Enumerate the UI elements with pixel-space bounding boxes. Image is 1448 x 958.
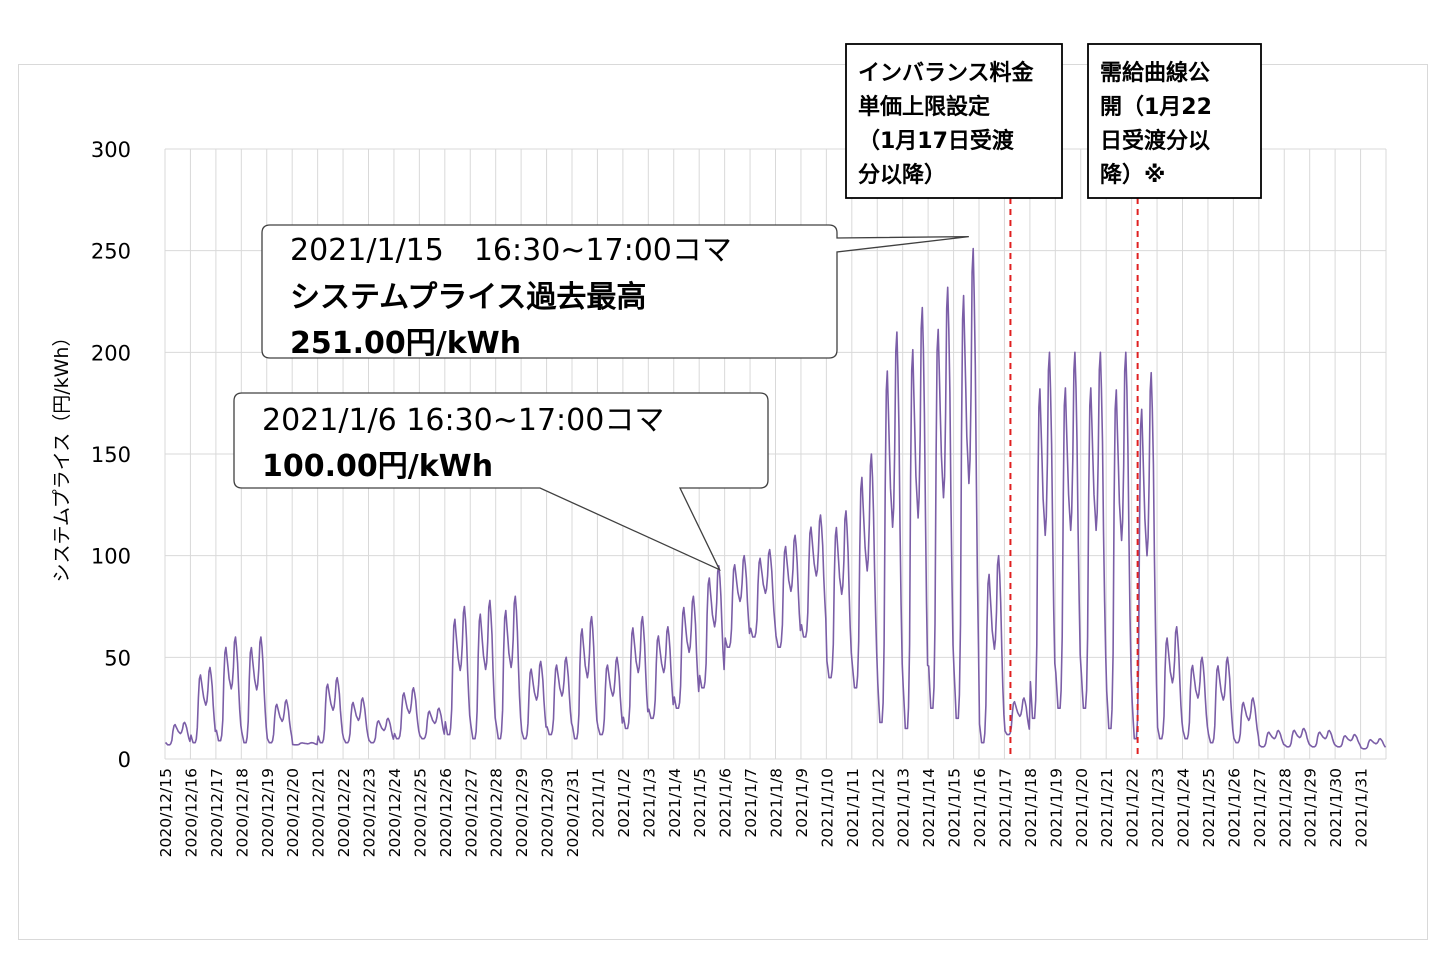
event-note-box (1087, 43, 1262, 199)
x-tick-label: 2020/12/16 (182, 768, 200, 857)
x-tick-label: 2021/1/13 (895, 768, 913, 847)
callout-jan6-line2: 100.00円/kWh (262, 449, 493, 484)
x-tick-label: 2021/1/12 (869, 768, 887, 847)
x-axis-ticks: 2020/12/15 2020/12/16 2020/12/17 2020/12/18… (157, 768, 1371, 857)
x-tick-label: 2021/1/9 (793, 768, 811, 838)
x-tick-label: 2021/1/21 (1098, 768, 1116, 847)
x-tick-label: 2021/1/26 (1225, 768, 1243, 847)
callout-bubble-peak (261, 224, 969, 359)
x-tick-label: 2021/1/2 (615, 768, 633, 838)
event-note-text: 日受渡分以 (1100, 128, 1210, 154)
x-tick-label: 2021/1/17 (996, 768, 1014, 847)
x-tick-label: 2021/1/6 (717, 768, 735, 838)
event-note-text: （1月17日受渡 (858, 128, 1015, 154)
y-tick-label: 100 (91, 545, 131, 569)
event-note-text: 単価上限設定 (858, 94, 990, 120)
y-axis-label: システムプライス（円/kWh） (51, 328, 73, 583)
y-tick-label: 0 (118, 748, 131, 772)
x-tick-label: 2020/12/23 (361, 768, 379, 857)
x-tick-label: 2021/1/24 (1175, 768, 1193, 847)
price-series-line (164, 247, 1387, 750)
x-tick-label: 2021/1/10 (818, 768, 836, 847)
x-tick-label: 2021/1/19 (1047, 768, 1065, 847)
x-tick-label: 2021/1/27 (1251, 768, 1269, 847)
x-tick-label: 2021/1/18 (1022, 768, 1040, 847)
y-axis-ticks: 0 50 100 150 200 250 300 (91, 138, 131, 772)
x-tick-label: 2021/1/23 (1149, 768, 1167, 847)
y-tick-label: 200 (91, 341, 131, 365)
x-tick-label: 2021/1/3 (640, 768, 658, 838)
event-note-text: 分以降） (858, 163, 946, 188)
x-tick-label: 2021/1/7 (742, 768, 760, 838)
callout-peak-line3: 251.00円/kWh (290, 326, 521, 361)
x-tick-label: 2021/1/11 (844, 768, 862, 847)
x-tick-label: 2021/1/4 (666, 768, 684, 838)
event-note-text: インバランス料金 (858, 60, 1035, 86)
x-tick-label: 2021/1/1 (589, 768, 607, 838)
callout-bubble-jan6 (233, 392, 769, 572)
x-tick-label: 2020/12/25 (411, 768, 429, 857)
x-tick-label: 2021/1/8 (768, 768, 786, 838)
x-tick-label: 2020/12/17 (208, 768, 226, 857)
callout-peak-line2: システムプライス過去最高 (290, 280, 646, 315)
x-tick-label: 2020/12/18 (233, 768, 251, 857)
event-note-box (845, 43, 1063, 199)
y-tick-label: 150 (91, 443, 131, 467)
callout-peak-line1: 2021/1/15 16:30~17:00コマ (290, 233, 732, 268)
x-tick-label: 2021/1/25 (1200, 768, 1218, 847)
x-tick-label: 2021/1/31 (1353, 768, 1371, 847)
event-note-text: 需給曲線公 (1100, 60, 1210, 86)
y-tick-label: 50 (104, 646, 131, 670)
x-tick-label: 2021/1/30 (1327, 768, 1345, 847)
y-tick-label: 250 (91, 240, 131, 264)
chart-frame (18, 64, 1428, 940)
plot-area (164, 247, 1387, 750)
x-tick-label: 2020/12/19 (259, 768, 277, 857)
x-tick-label: 2021/1/14 (920, 768, 938, 847)
callout-jan6-line1: 2021/1/6 16:30~17:00コマ (262, 403, 664, 438)
x-tick-label: 2021/1/29 (1302, 768, 1320, 847)
x-tick-label: 2021/1/5 (691, 768, 709, 838)
x-tick-label: 2020/12/26 (437, 768, 455, 857)
x-tick-label: 2020/12/29 (513, 768, 531, 857)
x-tick-label: 2021/1/22 (1124, 768, 1142, 847)
x-tick-label: 2020/12/20 (284, 768, 302, 857)
x-tick-label: 2020/12/28 (488, 768, 506, 857)
event-note-text: 降）※ (1100, 163, 1165, 188)
x-tick-label: 2021/1/15 (946, 768, 964, 847)
x-tick-label: 2020/12/27 (462, 768, 480, 857)
x-tick-label: 2021/1/28 (1276, 768, 1294, 847)
x-tick-label: 2021/1/20 (1073, 768, 1091, 847)
x-tick-label: 2021/1/16 (971, 768, 989, 847)
x-tick-label: 2020/12/31 (564, 768, 582, 857)
y-tick-label: 300 (91, 138, 131, 162)
x-tick-label: 2020/12/22 (335, 768, 353, 857)
event-note-text: 開（1月22 (1100, 95, 1212, 120)
x-tick-label: 2020/12/30 (539, 768, 557, 857)
x-tick-label: 2020/12/21 (310, 768, 328, 857)
x-tick-label: 2020/12/24 (386, 768, 404, 857)
x-tick-label: 2020/12/15 (157, 768, 175, 857)
